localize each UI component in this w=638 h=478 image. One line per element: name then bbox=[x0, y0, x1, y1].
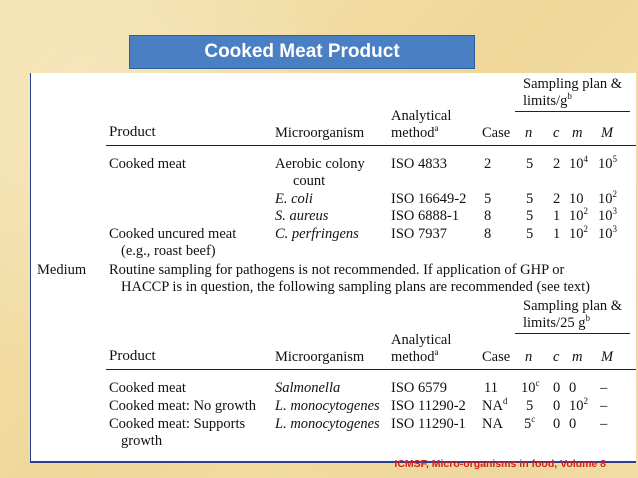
method-header-1: methoda bbox=[391, 123, 439, 141]
sampling-table-image: Sampling plan & limits/gb Analytical met… bbox=[30, 73, 636, 463]
m-cell: 104 bbox=[569, 154, 588, 172]
c-cell: 2 bbox=[553, 191, 561, 207]
table2-header-rule bbox=[106, 369, 636, 370]
M-cell: – bbox=[600, 380, 608, 396]
method-cell: ISO 11290-2 bbox=[391, 398, 466, 414]
n-cell: 5 bbox=[526, 191, 534, 207]
slide-title: Cooked Meat Product bbox=[129, 35, 475, 69]
table1-header-rule bbox=[106, 145, 636, 146]
product-cell-cont: (e.g., roast beef) bbox=[121, 243, 216, 259]
M-cell: 102 bbox=[598, 189, 617, 207]
n-cell: 5 bbox=[526, 156, 534, 172]
product-cell: Cooked meat: Supports bbox=[109, 416, 246, 432]
analytical-header-2: Analytical bbox=[391, 332, 452, 348]
plan-header-1-line1: Sampling plan & bbox=[523, 76, 623, 92]
analytical-header-1: Analytical bbox=[391, 108, 452, 124]
col-n-2: n bbox=[525, 349, 533, 365]
col-M-1: M bbox=[601, 125, 614, 141]
col-m-1: m bbox=[572, 125, 583, 141]
case-cell: 8 bbox=[484, 208, 492, 224]
M-cell: 103 bbox=[598, 224, 617, 242]
c-cell: 1 bbox=[553, 226, 561, 242]
m-cell: 102 bbox=[569, 206, 588, 224]
m-cell: 0 bbox=[569, 416, 577, 432]
method-cell: ISO 6888-1 bbox=[391, 208, 460, 224]
m-cell: 0 bbox=[569, 380, 577, 396]
method-cell: ISO 4833 bbox=[391, 156, 447, 172]
m-cell: 10 bbox=[569, 191, 584, 207]
case-cell: 2 bbox=[484, 156, 492, 172]
n-cell: 5 bbox=[526, 208, 534, 224]
M-cell: 103 bbox=[598, 206, 617, 224]
case-cell: NAd bbox=[482, 396, 508, 414]
col-c-2: c bbox=[553, 349, 560, 365]
n-cell: 5 bbox=[526, 398, 534, 414]
medium-label: Medium bbox=[37, 262, 87, 278]
plan-header-rule-2 bbox=[515, 333, 630, 334]
micro-cell: E. coli bbox=[275, 191, 313, 207]
micro-cell: L. monocytogenes bbox=[275, 416, 380, 432]
c-cell: 0 bbox=[553, 398, 561, 414]
case-cell: 11 bbox=[484, 380, 498, 396]
col-product-1: Product bbox=[109, 124, 156, 140]
method-cell: ISO 6579 bbox=[391, 380, 447, 396]
c-cell: 1 bbox=[553, 208, 561, 224]
col-micro-2: Microorganism bbox=[275, 349, 365, 365]
plan-header-1-line2: limits/gb bbox=[523, 91, 572, 109]
case-cell: 5 bbox=[484, 191, 492, 207]
method-cell: ISO 7937 bbox=[391, 226, 447, 242]
micro-cell: S. aureus bbox=[275, 208, 329, 224]
col-m-2: m bbox=[572, 349, 583, 365]
method-cell: ISO 16649-2 bbox=[391, 191, 467, 207]
m-cell: 102 bbox=[569, 396, 588, 414]
c-cell: 0 bbox=[553, 380, 561, 396]
product-cell: Cooked meat: No growth bbox=[109, 398, 256, 414]
micro-cell-cont: count bbox=[293, 173, 326, 189]
n-cell: 5 bbox=[526, 226, 534, 242]
method-cell: ISO 11290-1 bbox=[391, 416, 466, 432]
case-cell: 8 bbox=[484, 226, 492, 242]
case-cell: NA bbox=[482, 416, 503, 432]
micro-cell: Salmonella bbox=[275, 380, 341, 396]
m-cell: 102 bbox=[569, 224, 588, 242]
M-cell: – bbox=[600, 398, 608, 414]
plan-header-rule-1 bbox=[515, 111, 630, 112]
c-cell: 2 bbox=[553, 156, 561, 172]
col-micro-1: Microorganism bbox=[275, 125, 365, 141]
n-cell: 5c bbox=[524, 414, 536, 432]
col-product-2: Product bbox=[109, 348, 156, 364]
product-cell-cont: growth bbox=[121, 433, 163, 449]
method-header-2: methoda bbox=[391, 347, 439, 365]
micro-cell: C. perfringens bbox=[275, 226, 359, 242]
product-cell: Cooked meat bbox=[109, 156, 186, 172]
micro-cell: Aerobic colony bbox=[275, 156, 365, 172]
col-case-2: Case bbox=[482, 349, 511, 365]
c-cell: 0 bbox=[553, 416, 561, 432]
plan-header-2-line2: limits/25 gb bbox=[523, 313, 590, 331]
col-c-1: c bbox=[553, 125, 560, 141]
M-cell: – bbox=[600, 416, 608, 432]
M-cell: 105 bbox=[598, 154, 617, 172]
plan-header-2-line1: Sampling plan & bbox=[523, 298, 623, 314]
medium-note-line1: Routine sampling for pathogens is not re… bbox=[109, 262, 565, 278]
medium-note-line2: HACCP is in question, the following samp… bbox=[121, 279, 591, 295]
product-cell: Cooked meat bbox=[109, 380, 186, 396]
col-M-2: M bbox=[601, 349, 614, 365]
col-case-1: Case bbox=[482, 125, 511, 141]
citation-footer: ICMSF, Micro-organisms in food, Volume 8 bbox=[394, 458, 606, 470]
n-cell: 10c bbox=[521, 378, 540, 396]
product-cell: Cooked uncured meat bbox=[109, 226, 237, 242]
col-n-1: n bbox=[525, 125, 533, 141]
micro-cell: L. monocytogenes bbox=[275, 398, 380, 414]
